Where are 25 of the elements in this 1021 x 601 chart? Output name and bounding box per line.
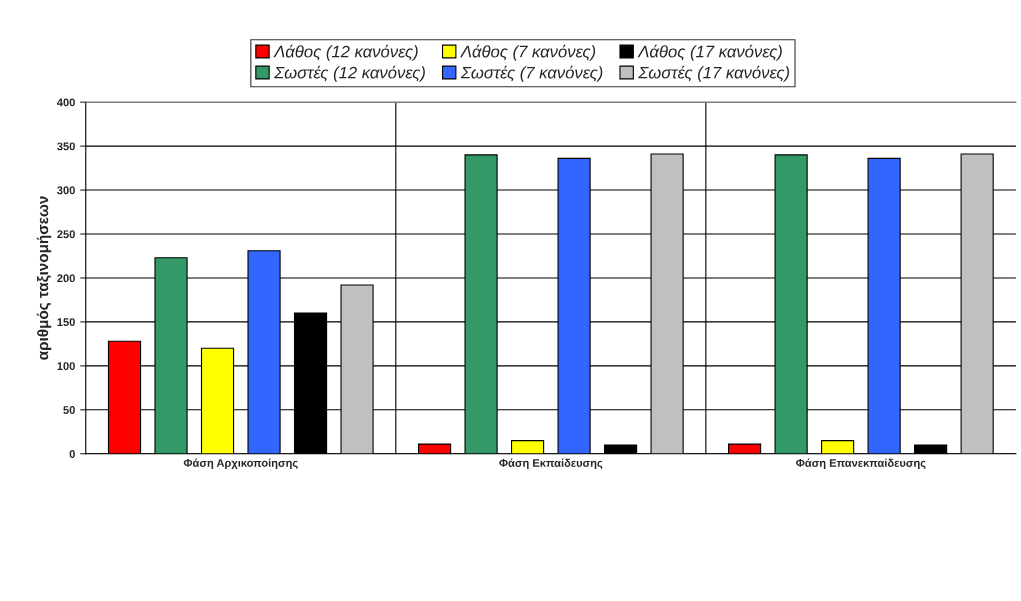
x-tick-label: Φάση Εκπαίδευσης [499, 458, 603, 470]
y-tick-label: 100 [57, 362, 75, 370]
bar [728, 443, 762, 454]
legend-label: Λάθος (12 κανόνες) [273, 44, 418, 61]
bar [603, 444, 638, 454]
y-tick-label: 0 [69, 450, 75, 458]
legend-label: Λάθος (7 κανόνες) [460, 44, 596, 61]
y-axis-title: αριθμός ταξινομήσεων [36, 196, 52, 360]
x-tick-label: Φάση Επανεκπαίδευσης [796, 458, 926, 470]
bar [914, 444, 948, 454]
y-tick-label: 400 [56, 98, 75, 107]
legend-label: Λάθος (17 κανόνες) [637, 44, 782, 61]
y-tick-label: 150 [57, 318, 75, 327]
legend-label: Σωστές (12 κανόνες) [274, 65, 425, 82]
y-tick-label: 300 [57, 186, 75, 195]
x-tick-label: Φάση Αρχικοποίησης [183, 458, 298, 470]
y-tick-label: 250 [57, 230, 75, 239]
y-tick-label: 50 [63, 406, 75, 414]
bar [821, 440, 855, 454]
bar [510, 440, 545, 454]
y-tick-label: 350 [57, 142, 75, 151]
y-tick-label: 200 [57, 274, 75, 283]
bar [417, 443, 452, 454]
legend-label: Σωστές (7 κανόνες) [460, 65, 603, 82]
legend-label: Σωστές (17 κανόνες) [638, 65, 790, 82]
